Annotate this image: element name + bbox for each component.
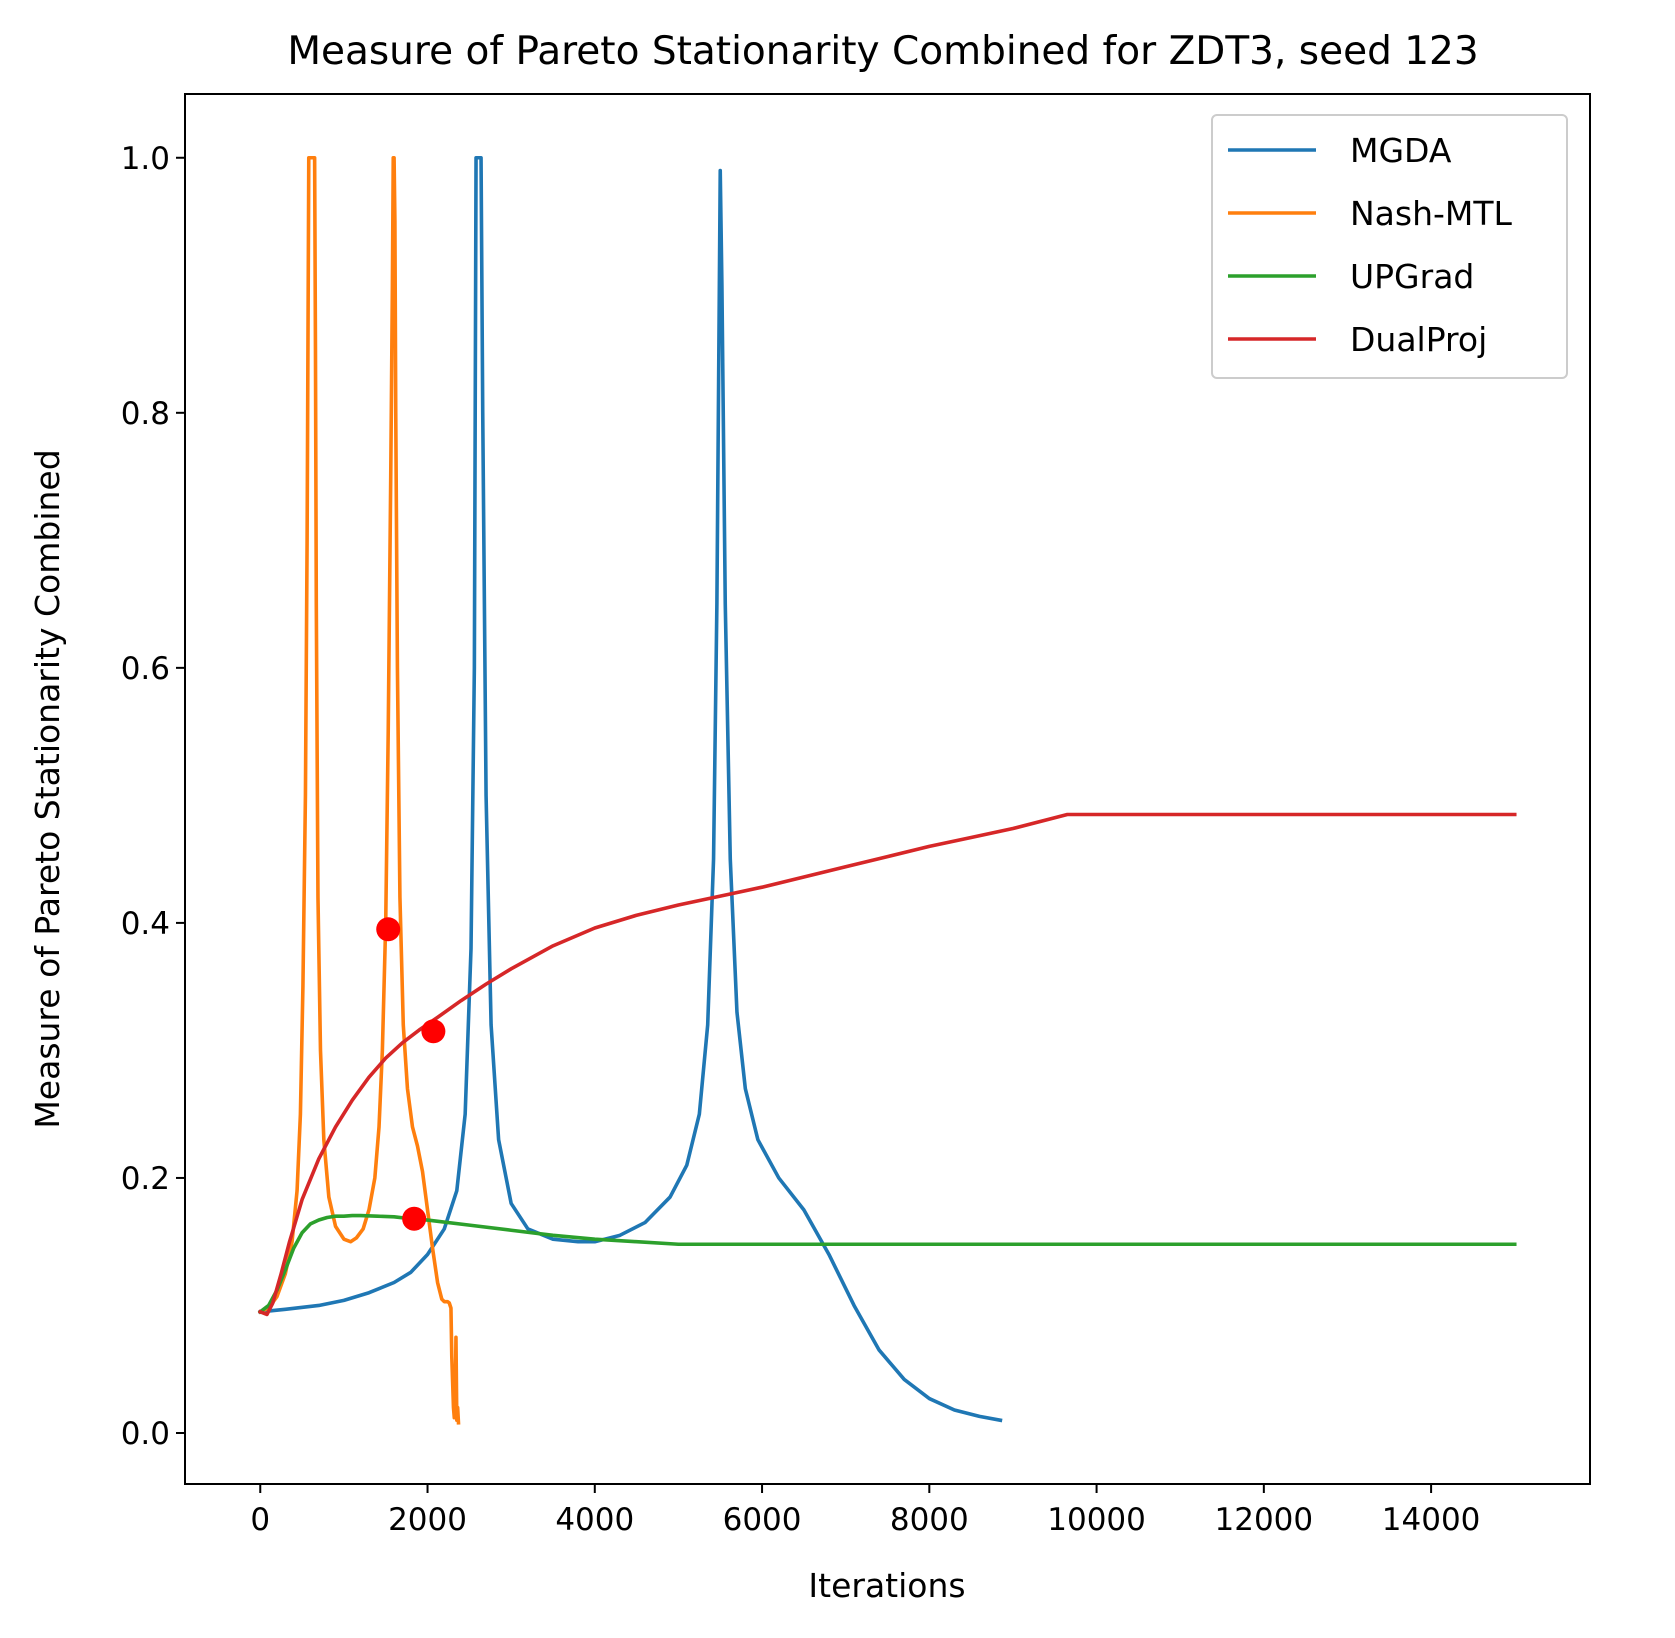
marker-layer bbox=[376, 917, 446, 1231]
y-tick-label: 0.8 bbox=[121, 396, 170, 432]
y-tick-label: 0.2 bbox=[121, 1161, 170, 1197]
x-tick-label: 6000 bbox=[723, 1502, 802, 1538]
x-tick-label: 2000 bbox=[388, 1502, 467, 1538]
y-axis-label: Measure of Pareto Stationarity Combined bbox=[28, 449, 67, 1128]
x-tick-label: 10000 bbox=[1047, 1502, 1146, 1538]
y-tick-label: 0.4 bbox=[121, 906, 170, 942]
marker-point-dualproj bbox=[376, 917, 401, 942]
legend: MGDA Nash-MTL UPGrad DualProj bbox=[1211, 114, 1568, 379]
x-axis: 0 2000 4000 6000 8000 10000 12000 14000 bbox=[250, 1484, 1480, 1538]
axes-frame bbox=[184, 93, 1591, 1485]
legend-label: UPGrad bbox=[1350, 257, 1474, 296]
legend-label: DualProj bbox=[1350, 320, 1487, 359]
marker-point-upgrad bbox=[402, 1206, 427, 1231]
x-tick-label: 12000 bbox=[1215, 1502, 1314, 1538]
series-line-upgrad bbox=[257, 1213, 1517, 1315]
y-tick-label: 1.0 bbox=[121, 141, 170, 177]
marker-point-dualproj bbox=[421, 1019, 446, 1044]
y-tick-label: 0.0 bbox=[121, 1416, 170, 1452]
series-line-mgda bbox=[258, 155, 1003, 1423]
series-line-nash-mtl bbox=[257, 155, 461, 1425]
x-tick-label: 0 bbox=[250, 1502, 270, 1538]
y-tick-label: 0.6 bbox=[121, 651, 170, 687]
legend-label: MGDA bbox=[1350, 131, 1452, 170]
series-layer bbox=[257, 155, 1517, 1425]
legend-box bbox=[1211, 114, 1568, 379]
plot-area bbox=[257, 155, 1517, 1425]
series-line-dualproj bbox=[257, 812, 1517, 1317]
x-axis-label: Iterations bbox=[808, 1566, 965, 1605]
chart-title: Measure of Pareto Stationarity Combined … bbox=[287, 29, 1478, 74]
x-tick-label: 4000 bbox=[555, 1502, 634, 1538]
y-axis: 0.0 0.2 0.4 0.6 0.8 1.0 bbox=[121, 141, 185, 1452]
legend-label: Nash-MTL bbox=[1350, 194, 1513, 233]
x-tick-label: 14000 bbox=[1382, 1502, 1481, 1538]
x-tick-label: 8000 bbox=[890, 1502, 969, 1538]
